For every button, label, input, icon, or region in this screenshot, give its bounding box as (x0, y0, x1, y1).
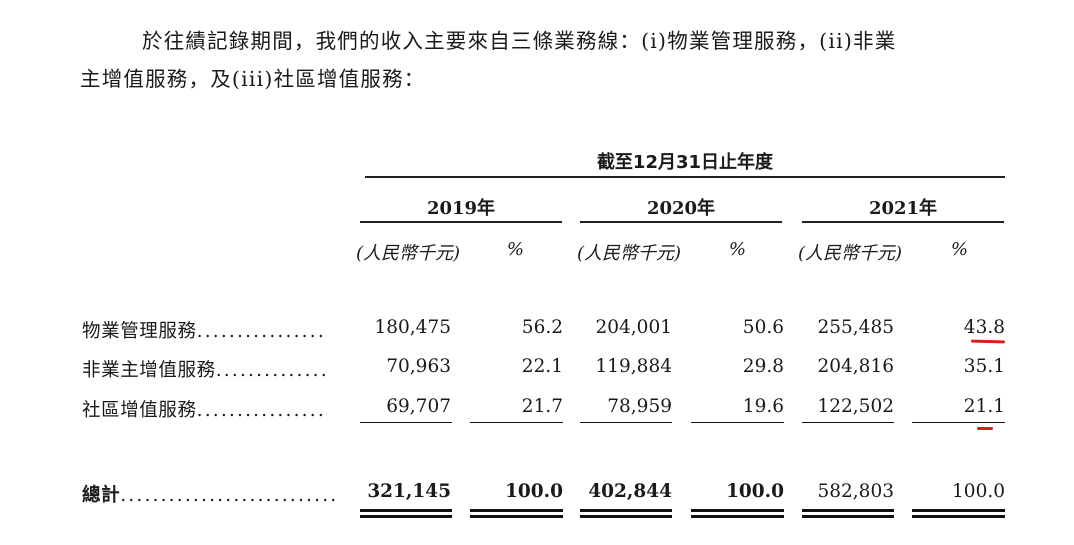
intro-line-1: 於往績記錄期間，我們的收入主要來自三條業務線：(i)物業管理服務，(ii)非業 (142, 29, 897, 53)
total-value: 100.0 (952, 481, 1005, 502)
subtotal-rule (691, 422, 784, 424)
subtotal-rule (470, 422, 563, 424)
total-value: 582,803 (817, 481, 894, 502)
total-double-rule (470, 515, 563, 518)
year-rule-2020 (580, 221, 782, 223)
cell-value: 43.8 (963, 317, 1005, 338)
cell-value: 29.8 (742, 356, 784, 377)
total-value: 100.0 (726, 481, 784, 502)
total-value: 321,145 (367, 481, 451, 502)
period-header: 截至12月31日止年度 (596, 152, 774, 173)
intro-paragraph: 於往績記錄期間，我們的收入主要來自三條業務線：(i)物業管理服務，(ii)非業 … (80, 22, 1010, 98)
cell-value: 22.1 (521, 356, 563, 377)
total-double-rule (470, 509, 563, 512)
row-label-non-owner-services: 非業主增值服務.............. (82, 360, 329, 381)
row-label-community-services: 社區增值服務................ (82, 400, 326, 421)
total-double-rule (691, 509, 784, 512)
total-value: 402,844 (588, 481, 672, 502)
total-double-rule (912, 515, 1005, 518)
intro-line-2: 主增值服務，及(iii)社區增值服務： (80, 67, 426, 91)
cell-value: 119,884 (595, 356, 672, 377)
cell-value: 56.2 (521, 317, 563, 338)
pct-label-2019: % (506, 239, 524, 260)
year-header-2019: 2019年 (426, 198, 496, 219)
total-double-rule (360, 509, 452, 512)
total-double-rule (580, 509, 672, 512)
total-double-rule (580, 515, 672, 518)
cell-value: 255,485 (817, 317, 894, 338)
cell-value: 50.6 (742, 317, 784, 338)
subtotal-rule (802, 422, 894, 424)
year-header-2020: 2020年 (646, 198, 716, 219)
unit-label-2019: (人民幣千元) (356, 243, 461, 264)
unit-label-2020: (人民幣千元) (577, 243, 682, 264)
total-double-rule (912, 509, 1005, 512)
total-double-rule (691, 515, 784, 518)
cell-value: 21.1 (963, 396, 1005, 417)
total-double-rule (802, 509, 894, 512)
cell-value: 204,001 (595, 317, 672, 338)
total-value: 100.0 (505, 481, 563, 502)
unit-label-2021: (人民幣千元) (798, 243, 903, 264)
total-double-rule (360, 515, 452, 518)
pct-label-2021: % (950, 239, 968, 260)
year-rule-2021 (802, 221, 1004, 223)
cell-value: 21.7 (521, 396, 563, 417)
subtotal-rule (912, 422, 1005, 424)
cell-value: 180,475 (374, 317, 451, 338)
total-double-rule (802, 515, 894, 518)
cell-value: 122,502 (817, 396, 894, 417)
subtotal-rule (580, 422, 672, 424)
year-header-2021: 2021年 (868, 198, 938, 219)
cell-value: 69,707 (386, 396, 451, 417)
pct-label-2020: % (728, 239, 746, 260)
red-underline-mark (970, 339, 1006, 344)
period-header-rule (365, 176, 1005, 178)
cell-value: 70,963 (386, 356, 451, 377)
year-rule-2019 (360, 221, 562, 223)
cell-value: 204,816 (817, 356, 894, 377)
cell-value: 35.1 (963, 356, 1005, 377)
row-label-total: 總計........................... (82, 485, 339, 506)
cell-value: 19.6 (742, 396, 784, 417)
red-underline-mark (977, 427, 993, 430)
subtotal-rule (360, 422, 452, 424)
cell-value: 78,959 (607, 396, 672, 417)
row-label-property-management: 物業管理服務................ (82, 321, 326, 342)
